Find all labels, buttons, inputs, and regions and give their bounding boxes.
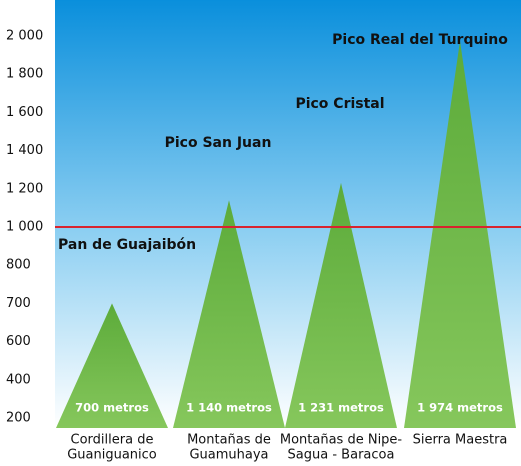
x-tick-label: Sagua - Baracoa [288,448,395,463]
peak-name: Pico San Juan [165,135,272,151]
value-label: 1 140 metros [186,401,272,415]
y-tick-label: 600 [6,334,31,349]
x-tick-label: Cordillera de [71,433,154,448]
value-label: 1 974 metros [417,401,503,415]
x-tick-label: Guaniguanico [67,448,157,463]
y-tick-label: 1 200 [6,181,43,196]
y-tick-label: 1 400 [6,143,43,158]
y-tick-label: 200 [6,411,31,426]
y-tick-label: 1 600 [6,105,43,120]
peak-name: Pan de Guajaibón [58,237,196,253]
value-label: 700 metros [75,401,149,415]
value-label: 1 231 metros [298,401,384,415]
x-tick-label: Montañas de Nipe- [280,433,403,448]
y-tick-label: 1 800 [6,67,43,82]
chart: 200 400 600 700 800 1 000 1 200 1 400 1 600 1 800… [0,0,521,466]
x-tick-label: Guamuhaya [189,448,268,463]
y-tick-label: 1 000 [6,220,43,235]
y-tick-label: 800 [6,258,31,273]
peak-name: Pico Real del Turquino [332,32,508,48]
y-tick-label: 400 [6,372,31,387]
x-tick-label: Sierra Maestra [413,433,508,448]
y-tick-label: 700 [6,296,31,311]
peak-name: Pico Cristal [295,96,384,112]
y-tick-label: 2 000 [6,29,43,44]
x-tick-label: Montañas de [187,433,271,448]
